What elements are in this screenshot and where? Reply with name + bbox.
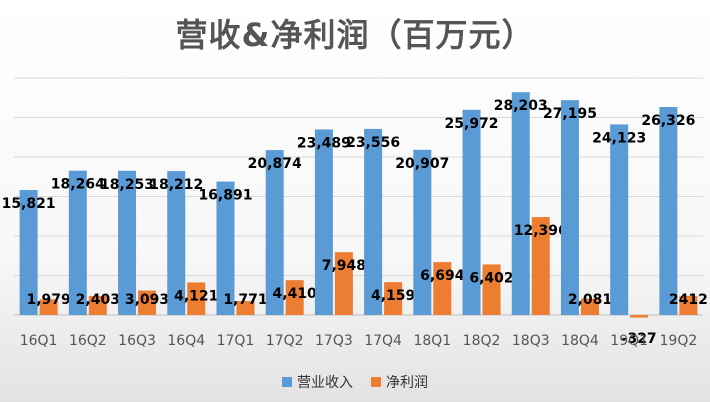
legend: 营业收入 净利润 — [0, 372, 710, 392]
data-label-net-profit: 4,410 — [273, 286, 318, 302]
x-tick-label: 18Q2 — [463, 333, 501, 349]
bar-revenue — [19, 190, 38, 315]
data-label-net-profit: 7,948 — [322, 258, 366, 274]
bar-revenue — [216, 181, 235, 315]
legend-label-revenue: 营业收入 — [297, 375, 353, 391]
data-label-net-profit: 2412 — [669, 292, 708, 308]
data-label-revenue: 25,972 — [445, 116, 499, 132]
bar-net-profit — [630, 315, 649, 318]
bar-revenue — [364, 128, 383, 315]
legend-swatch-revenue — [282, 377, 292, 387]
data-label-revenue: 26,326 — [641, 113, 695, 129]
bar-net-profit — [580, 298, 599, 315]
data-label-net-profit: 4,121 — [174, 288, 218, 304]
x-tick-label: 17Q3 — [315, 333, 353, 349]
data-label-net-profit: 2,081 — [568, 292, 612, 308]
x-tick-label: 16Q2 — [69, 333, 107, 349]
data-label-revenue: 18,212 — [149, 177, 203, 193]
x-tick-label: 17Q1 — [217, 333, 255, 349]
legend-item-net-profit: 净利润 — [371, 372, 428, 392]
data-label-net-profit: 6,402 — [469, 270, 513, 286]
x-tick-label: 18Q3 — [512, 333, 550, 349]
data-label-revenue: 18,264 — [51, 177, 105, 193]
x-tick-label: 18Q4 — [561, 333, 599, 349]
data-label-revenue: 16,891 — [198, 188, 252, 204]
data-label-revenue: 23,556 — [346, 135, 400, 151]
data-label-revenue: 18,253 — [100, 177, 154, 193]
legend-item-revenue: 营业收入 — [282, 372, 353, 392]
bar-net-profit — [679, 295, 698, 315]
bar-revenue — [413, 149, 432, 315]
data-label-revenue: 24,123 — [592, 130, 646, 146]
bar-revenue — [314, 129, 333, 315]
x-tick-label: 17Q2 — [266, 333, 304, 349]
data-label-revenue: 20,874 — [248, 156, 302, 172]
x-tick-label: 17Q4 — [364, 333, 402, 349]
bar-net-profit — [88, 296, 107, 315]
bar-revenue — [659, 107, 678, 315]
x-tick-label: 19Q2 — [660, 333, 698, 349]
data-label-net-profit: 1,979 — [26, 292, 70, 308]
x-tick-label: 16Q4 — [167, 333, 205, 349]
bar-revenue — [610, 124, 629, 315]
x-tick-label: 19Q1 — [610, 333, 648, 349]
chart-title: 营收&净利润（百万元） — [175, 16, 535, 54]
bar-net-profit — [236, 301, 255, 315]
bar-revenue — [167, 171, 186, 315]
data-label-revenue: 15,821 — [2, 196, 56, 212]
data-label-net-profit: 3,093 — [125, 292, 169, 308]
data-label-net-profit: 1,771 — [223, 292, 267, 308]
bar-net-profit — [433, 262, 452, 315]
data-label-net-profit: 4,159 — [371, 288, 415, 304]
data-label-net-profit: 12,396 — [514, 223, 568, 239]
bar-revenue — [560, 100, 579, 315]
bar-net-profit — [138, 290, 157, 315]
bar-net-profit — [531, 217, 550, 315]
data-label-net-profit: 6,694 — [420, 268, 465, 284]
data-label-revenue: 23,489 — [297, 135, 351, 151]
bar-net-profit — [39, 299, 58, 315]
x-tick-label: 16Q3 — [118, 333, 156, 349]
legend-swatch-net-profit — [371, 377, 381, 387]
bar-net-profit — [285, 280, 304, 315]
bar-revenue — [68, 170, 87, 315]
bar-net-profit — [384, 282, 403, 315]
x-tick-label: 18Q1 — [413, 333, 451, 349]
bar-revenue — [511, 92, 530, 316]
bar-revenue — [118, 170, 137, 315]
x-tick-label: 16Q1 — [20, 333, 58, 349]
bar-net-profit — [187, 282, 206, 315]
legend-label-net-profit: 净利润 — [386, 375, 428, 391]
bar-net-profit — [334, 252, 353, 315]
bar-revenue — [265, 150, 284, 315]
data-label-revenue: 28,203 — [494, 98, 548, 114]
data-label-net-profit: -327 — [622, 331, 657, 347]
data-label-revenue: 27,195 — [543, 106, 597, 122]
data-label-net-profit: 2,403 — [76, 292, 120, 308]
data-label-revenue: 20,907 — [395, 156, 449, 172]
bar-revenue — [462, 109, 481, 315]
bar-net-profit — [482, 264, 501, 315]
